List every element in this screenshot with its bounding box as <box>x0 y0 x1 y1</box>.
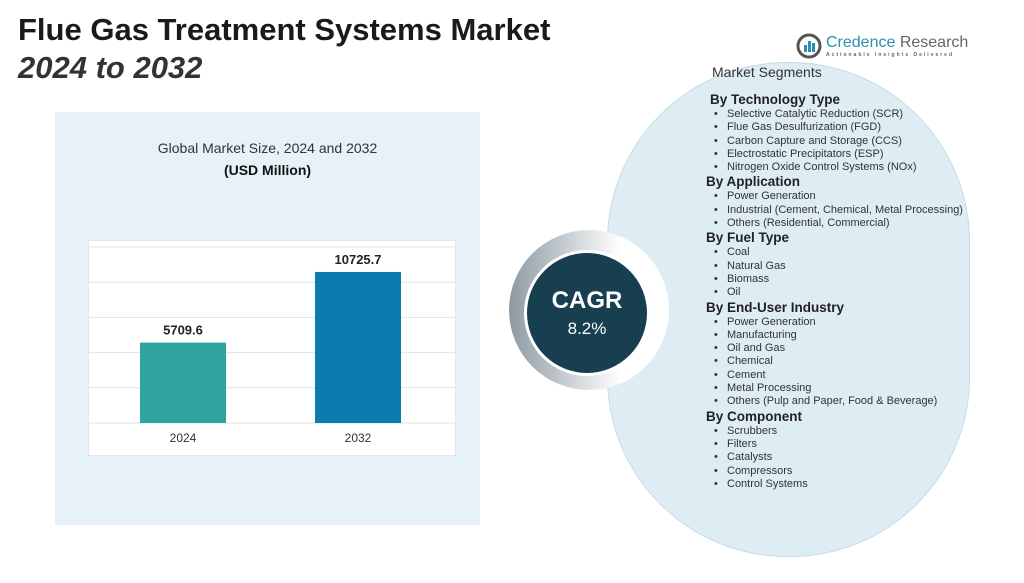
segment-list: Selective Catalytic Reduction (SCR)Flue … <box>706 108 966 175</box>
segment-item: Natural Gas <box>714 260 966 274</box>
segment-list: CoalNatural GasBiomassOil <box>706 246 966 299</box>
logo-name-2: Research <box>895 34 969 51</box>
credence-logo: Credence Research Actionable Insights De… <box>796 33 968 59</box>
segment-item: Biomass <box>714 273 966 287</box>
segment-item: Others (Residential, Commercial) <box>714 217 966 231</box>
segment-list: ScrubbersFiltersCatalystsCompressorsCont… <box>706 425 966 492</box>
cagr-value: 8.2% <box>567 319 607 338</box>
logo-chart-icon <box>796 33 822 59</box>
segment-item: Oil and Gas <box>714 342 966 356</box>
bar-2024 <box>140 342 226 423</box>
chart-title: Global Market Size, 2024 and 2032 <box>157 140 378 156</box>
logo-name-1: Credence <box>826 34 896 51</box>
x-tick-2024: 2024 <box>170 431 197 445</box>
segment-item: Power Generation <box>714 190 966 204</box>
segment-item: Electrostatic Precipitators (ESP) <box>714 148 966 162</box>
page-title: Flue Gas Treatment Systems Market <box>18 12 551 47</box>
bar-chart: 5709.6 2024 10725.7 2032 <box>88 240 456 456</box>
segment-item: Carbon Capture and Storage (CCS) <box>714 135 966 149</box>
segment-item: Flue Gas Desulfurization (FGD) <box>714 121 966 135</box>
cagr-badge: CAGR 8.2% <box>524 250 650 376</box>
segment-heading: By Fuel Type <box>706 230 790 246</box>
x-tick-2032: 2032 <box>345 431 372 445</box>
segment-item: Filters <box>714 438 966 452</box>
segment-item: Others (Pulp and Paper, Food & Beverage) <box>714 395 966 409</box>
bar-2032 <box>315 271 401 423</box>
segment-item: Industrial (Cement, Chemical, Metal Proc… <box>714 204 966 218</box>
segments-title: Market Segments <box>712 64 822 80</box>
page-subtitle: 2024 to 2032 <box>18 50 203 85</box>
segment-item: Oil <box>714 286 966 300</box>
segment-item: Scrubbers <box>714 425 966 439</box>
chart-unit: (USD Million) <box>223 162 312 178</box>
segment-item: Compressors <box>714 465 966 479</box>
segment-item: Selective Catalytic Reduction (SCR) <box>714 108 966 122</box>
segment-heading: By Component <box>706 408 802 424</box>
segment-item: Nitrogen Oxide Control Systems (NOx) <box>714 161 966 175</box>
chart-panel: Global Market Size, 2024 and 2032 (USD M… <box>55 112 480 525</box>
segment-heading: By End-User Industry <box>706 299 845 315</box>
cagr-label: CAGR <box>551 287 623 314</box>
segment-heading: By Technology Type <box>710 92 841 107</box>
data-label-2032: 10725.7 <box>335 252 382 267</box>
segment-item: Chemical <box>714 355 966 369</box>
segment-item: Metal Processing <box>714 382 966 396</box>
segment-list: Power GenerationManufacturingOil and Gas… <box>706 316 966 409</box>
segment-item: Manufacturing <box>714 329 966 343</box>
segment-item: Coal <box>714 246 966 260</box>
segment-item: Cement <box>714 369 966 383</box>
segment-item: Catalysts <box>714 451 966 465</box>
data-label-2024: 5709.6 <box>163 323 203 338</box>
segment-heading: By Application <box>706 174 801 190</box>
segment-list: Power GenerationIndustrial (Cement, Chem… <box>706 190 966 230</box>
logo-tagline: Actionable Insights Delivered <box>826 52 955 58</box>
market-segments: Market Segments By Technology TypeSelect… <box>706 64 966 491</box>
segment-item: Power Generation <box>714 316 966 330</box>
segment-item: Control Systems <box>714 478 966 492</box>
